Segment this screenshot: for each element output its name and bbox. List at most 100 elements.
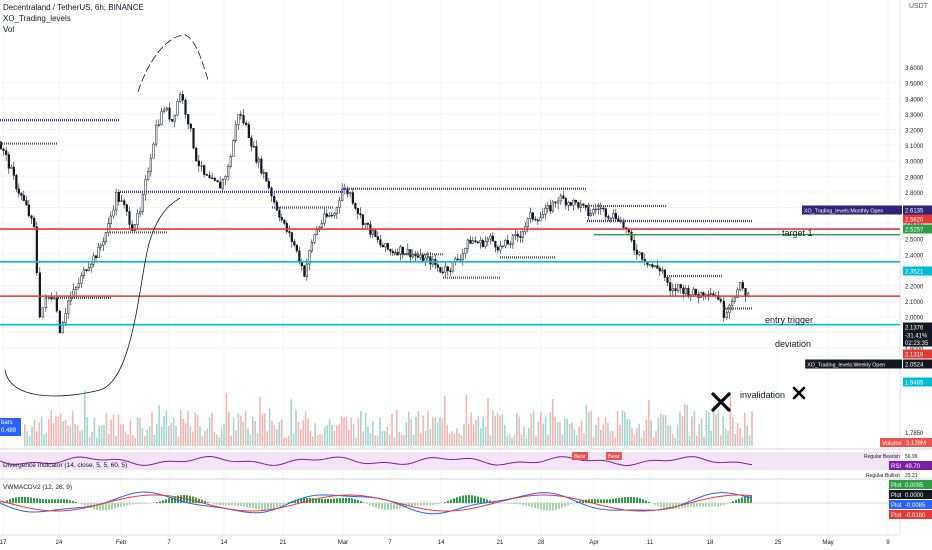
vwmacd-hist-bar: [126, 503, 128, 506]
vwmacd-hist-bar: [432, 503, 434, 505]
candle-down: [744, 288, 747, 297]
vwmacd-hist-bar: [54, 499, 56, 503]
vwmacd-value-box: [889, 510, 932, 519]
vwmacd-hist-bar: [552, 503, 554, 511]
volume-bar: [324, 426, 326, 446]
volume-bar: [650, 420, 652, 446]
candle-up: [599, 207, 602, 210]
candle-down: [208, 175, 211, 179]
volume-bar: [444, 395, 446, 446]
time-tick-label: 25: [775, 540, 782, 546]
vwmacd-hist-bar: [537, 503, 539, 509]
candle-up: [144, 179, 147, 195]
volume-bar: [523, 426, 525, 446]
vwmacd-hist-bar: [516, 503, 518, 505]
candle-up: [75, 286, 78, 290]
price-label-value: 2.1319: [905, 353, 924, 359]
volume-bar: [252, 417, 254, 446]
candle-down: [197, 160, 200, 167]
vwmacd-hist-bar: [459, 496, 461, 503]
volume-bar: [352, 424, 355, 446]
volume-bar: [36, 431, 38, 446]
time-tick-label: 14: [438, 540, 445, 546]
volume-bar: [196, 414, 199, 446]
volume-bar: [302, 420, 304, 446]
vwmacd-plot-name: Plot: [891, 493, 902, 499]
volume-bar: [686, 405, 688, 446]
vwmacd-hist-bar: [39, 498, 41, 503]
candle-up: [579, 203, 582, 208]
volume-bar: [470, 412, 472, 446]
vwmacd-hist-bar: [282, 503, 284, 505]
candle-up: [157, 124, 160, 126]
volume-bar: [168, 425, 170, 446]
candle-up: [504, 240, 507, 247]
volume-bar: [619, 424, 621, 446]
vwmacd-hist-bar: [102, 503, 104, 511]
indicator-vol-label[interactable]: Vol: [3, 25, 15, 34]
candle-up: [394, 251, 397, 254]
vwmacd-hist-bar: [447, 500, 449, 503]
volume-bar: [607, 422, 609, 446]
volume-bar: [720, 435, 722, 446]
vwmacd-value-box: [889, 500, 932, 509]
volume-bar: [163, 415, 165, 446]
candle-up: [471, 240, 474, 244]
time-tick-label: 9: [886, 540, 890, 546]
vwmacd-hist-bar: [45, 499, 47, 503]
rsi-level-value: 23.21: [905, 473, 918, 479]
vwmacd-hist-bar: [588, 499, 590, 503]
time-tick-label: 28: [538, 540, 545, 546]
time-tick-label: 21: [280, 540, 287, 546]
volume-bar: [667, 425, 669, 446]
vwmacd-hist-bar: [12, 498, 14, 503]
candle-down: [273, 195, 276, 203]
vwmacd-plot-name: Plot: [891, 483, 902, 489]
time-tick-label: 21: [497, 540, 504, 546]
volume-bar: [146, 429, 148, 446]
rsi-band: [0, 452, 900, 470]
candle-up: [160, 111, 163, 125]
vwmacd-hist-bar: [543, 503, 545, 511]
candle-up: [64, 313, 67, 323]
volume-bar: [362, 431, 364, 446]
volume-bar: [616, 411, 619, 446]
candle-up: [257, 158, 260, 163]
candle-down: [674, 288, 677, 292]
candle-up: [120, 200, 123, 202]
volume-bar: [268, 408, 271, 446]
vwmacd-hist-bar: [567, 503, 569, 506]
volume-bar: [422, 415, 424, 446]
vwmacd-hist-bar: [96, 503, 98, 511]
volume-bar: [230, 435, 232, 446]
volume-bar: [592, 437, 595, 446]
candle-down: [531, 212, 534, 220]
candle-up: [87, 267, 90, 271]
candle-up: [80, 275, 83, 284]
candle-down: [496, 246, 499, 251]
indicator-xo-label[interactable]: XO_Trading_levels: [3, 14, 71, 23]
candle-up: [115, 191, 118, 211]
vwmacd-hist-bar: [666, 503, 668, 509]
vwmacd-hist-bar: [27, 497, 29, 503]
volume-badge[interactable]: bars 0.489: [0, 418, 21, 436]
volume-bar: [170, 422, 172, 446]
candle-up: [234, 124, 237, 141]
candle-up: [661, 269, 664, 272]
vwmacd-hist-bar: [231, 503, 233, 506]
vwmacd-hist-bar: [258, 503, 260, 510]
volume-bar: [724, 428, 727, 446]
price-tick-label: 2.8000: [905, 191, 924, 197]
volume-bar: [624, 412, 626, 446]
volume-bar: [573, 429, 576, 446]
volume-bar: [64, 419, 67, 446]
candle-down: [354, 202, 357, 209]
volume-bar: [110, 419, 112, 446]
vwmacd-hist-bar: [570, 503, 572, 505]
volume-bar: [484, 426, 487, 446]
vwmacd-hist-bar: [732, 501, 734, 503]
candle-up: [648, 264, 651, 266]
volume-bar: [232, 417, 235, 446]
volume-bar: [681, 415, 684, 446]
